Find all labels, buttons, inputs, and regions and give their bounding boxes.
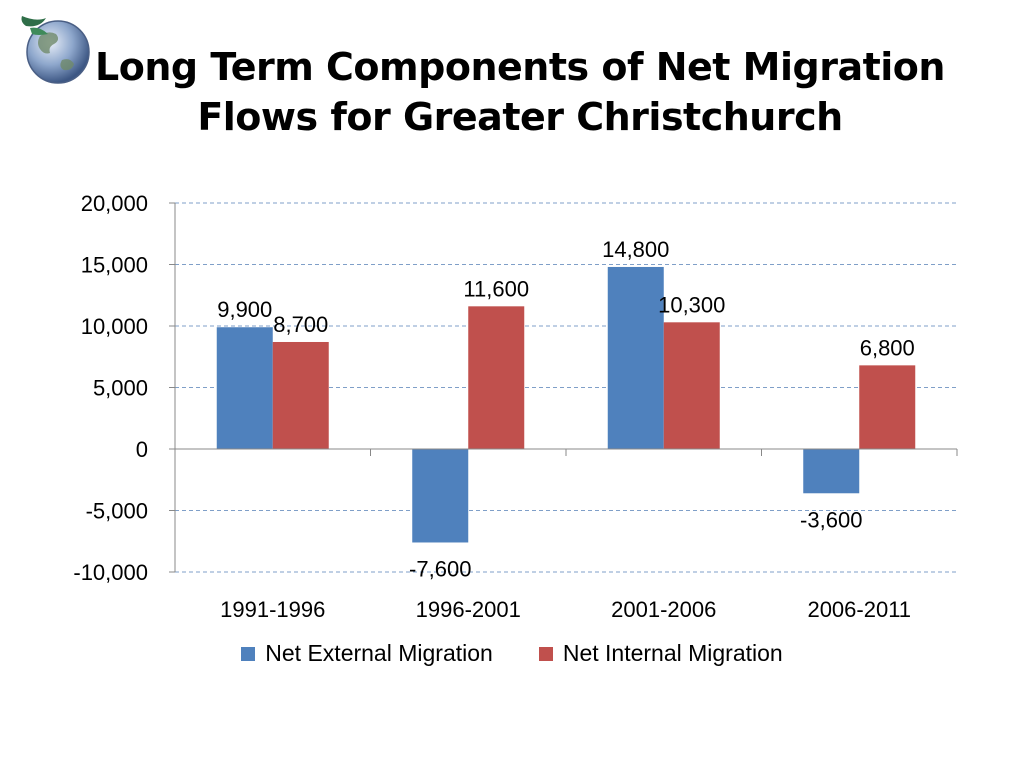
bar-chart: 20,000 15,000 10,000 5,000 0 -5,000 -10,000 9,9…	[73, 191, 958, 622]
legend-item-external: Net External Migration	[241, 640, 493, 667]
x-tick-label: 2001-2006	[611, 597, 716, 622]
bar-internal	[663, 322, 720, 449]
page-title: Long Term Components of Net Migration Fl…	[60, 42, 980, 142]
data-label: -7,600	[409, 556, 471, 581]
x-tick-label: 1991-1996	[220, 597, 325, 622]
data-label: 8,700	[273, 312, 328, 337]
title-line-2: Flows for Greater Christchurch	[197, 95, 843, 139]
bar-internal	[272, 341, 329, 449]
legend-swatch-internal	[538, 646, 553, 661]
legend-label-internal: Net Internal Migration	[562, 640, 783, 666]
data-label: 6,800	[860, 335, 915, 360]
data-label: 9,900	[217, 297, 272, 322]
bar-internal	[468, 306, 525, 449]
y-tick-label: 0	[136, 437, 148, 462]
bar-external	[803, 449, 860, 494]
bar-external	[412, 449, 469, 543]
y-tick-label: -5,000	[86, 499, 148, 524]
chart-legend: Net External Migration Net Internal Migr…	[0, 640, 1024, 667]
y-tick-label: -10,000	[73, 560, 148, 585]
data-label: 11,600	[463, 276, 529, 301]
y-tick-label: 10,000	[81, 314, 148, 339]
legend-swatch-external	[241, 646, 256, 661]
data-label: -3,600	[800, 507, 862, 532]
globe-icon	[21, 16, 90, 84]
x-tick-label: 1996-2001	[416, 597, 521, 622]
y-tick-label: 15,000	[81, 253, 148, 278]
bar-internal	[859, 365, 916, 449]
y-tick-label: 20,000	[81, 191, 148, 216]
title-line-1: Long Term Components of Net Migration	[95, 45, 945, 89]
bar-external	[607, 266, 664, 449]
data-label: 14,800	[602, 237, 669, 262]
x-tick-label: 2006-2011	[807, 597, 911, 622]
bar-external	[216, 327, 273, 449]
y-tick-label: 5,000	[93, 376, 148, 401]
legend-label-external: Net External Migration	[265, 640, 493, 666]
data-label: 10,300	[658, 292, 725, 317]
legend-item-internal: Net Internal Migration	[538, 640, 783, 667]
